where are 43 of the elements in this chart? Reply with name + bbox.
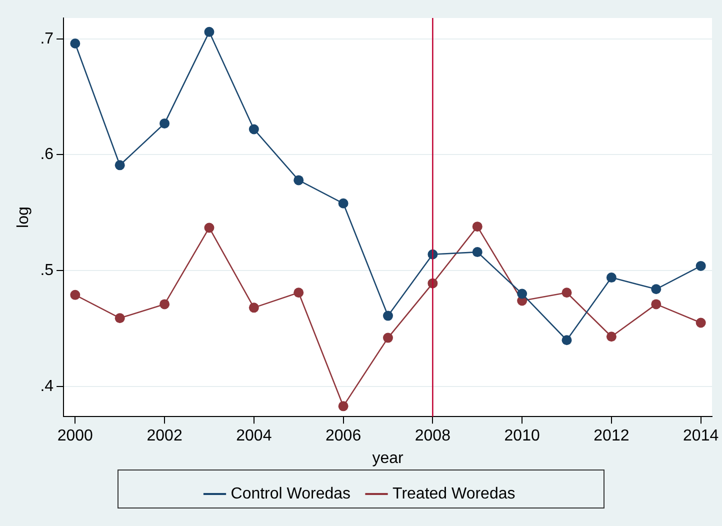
point bbox=[204, 222, 214, 233]
point bbox=[160, 299, 170, 310]
x-tick-label: 2012 bbox=[594, 428, 630, 445]
point bbox=[248, 124, 259, 134]
point bbox=[160, 118, 170, 128]
point bbox=[338, 198, 348, 208]
x-tick-label: 2004 bbox=[236, 428, 272, 445]
x-tick-label: 2006 bbox=[326, 428, 362, 445]
point bbox=[382, 310, 393, 321]
point bbox=[696, 318, 706, 328]
x-axis-title: year bbox=[372, 450, 404, 467]
legend-label: Control Woredas bbox=[230, 485, 351, 502]
point bbox=[70, 290, 80, 300]
x-tick-label: 2014 bbox=[683, 428, 719, 445]
y-axis-title: log bbox=[15, 206, 32, 228]
point bbox=[651, 284, 662, 294]
point bbox=[114, 160, 125, 170]
point bbox=[70, 38, 80, 48]
y-tick-label: .6 bbox=[40, 146, 54, 164]
point bbox=[562, 335, 572, 346]
point bbox=[338, 401, 348, 412]
point bbox=[606, 272, 616, 283]
point bbox=[294, 175, 304, 186]
point bbox=[382, 332, 393, 343]
point bbox=[606, 332, 616, 342]
point bbox=[562, 288, 572, 298]
point bbox=[472, 222, 482, 232]
legend-label: Treated Woredas bbox=[392, 485, 516, 502]
point bbox=[517, 288, 528, 299]
point bbox=[651, 299, 662, 310]
x-tick-label: 2002 bbox=[146, 428, 182, 445]
y-tick-label: .4 bbox=[40, 378, 54, 395]
point bbox=[472, 247, 482, 258]
point bbox=[204, 26, 214, 37]
point bbox=[696, 260, 706, 271]
y-tick-label: .7 bbox=[40, 30, 54, 48]
point bbox=[114, 313, 125, 324]
point bbox=[248, 302, 259, 313]
point bbox=[294, 288, 304, 298]
x-tick-label: 2008 bbox=[414, 428, 451, 445]
x-tick-label: 2000 bbox=[57, 428, 94, 445]
y-tick-label: .5 bbox=[40, 262, 54, 280]
x-tick-label: 2010 bbox=[504, 428, 540, 445]
